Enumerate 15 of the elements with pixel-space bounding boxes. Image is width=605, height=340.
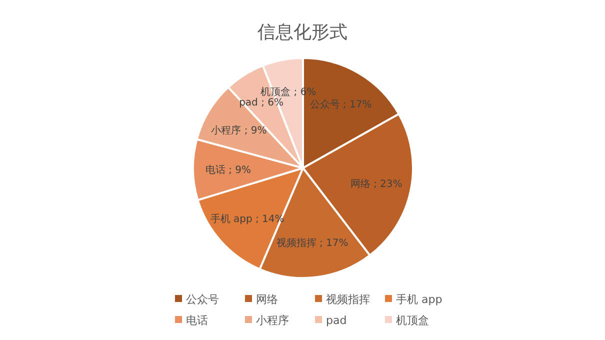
legend-label: 机顶盒 — [396, 314, 429, 327]
data-label: 小程序 ; 9% — [211, 124, 267, 136]
legend-label: 小程序 — [256, 314, 289, 327]
data-label: pad ; 6% — [239, 97, 284, 108]
legend-label: 视频指挥 — [326, 293, 370, 306]
data-label: 电话 ; 9% — [205, 164, 252, 176]
data-label: 公众号 ; 17% — [310, 98, 372, 110]
chart-title: 信息化形式 — [258, 22, 348, 43]
legend-label: pad — [326, 314, 347, 327]
legend-label: 公众号 — [186, 293, 219, 306]
legend-label: 手机 app — [396, 293, 442, 306]
data-label: 网络 ; 23% — [350, 178, 402, 190]
data-label: 视频指挥 ; 17% — [276, 237, 348, 250]
legend-label: 电话 — [186, 314, 208, 327]
legend-label: 网络 — [256, 293, 278, 306]
